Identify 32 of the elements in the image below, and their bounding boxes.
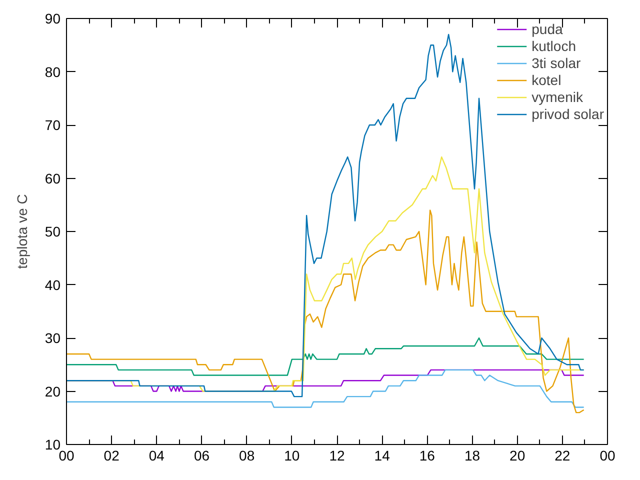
- x-tick-label: 18: [464, 448, 480, 464]
- x-tick-label: 10: [284, 448, 300, 464]
- y-tick-label: 40: [44, 276, 61, 293]
- y-tick-label: 30: [44, 330, 61, 346]
- y-tick-label: 90: [44, 10, 61, 26]
- legend-label: vymenik: [532, 89, 583, 105]
- y-tick-label: 70: [44, 117, 61, 133]
- y-tick-label: 50: [44, 224, 61, 240]
- x-tick-label: 00: [58, 448, 74, 464]
- x-tick-label: 16: [419, 448, 436, 464]
- y-tick-label: 20: [44, 383, 61, 400]
- x-tick-label: 02: [104, 448, 120, 464]
- legend-label: kotel: [532, 72, 562, 88]
- legend-label: privod solar: [532, 106, 604, 122]
- line-series: [66, 369, 584, 408]
- y-tick-label: 10: [44, 436, 61, 452]
- legend-label: kutloch: [532, 38, 576, 54]
- x-tick-label: 20: [510, 448, 526, 464]
- y-tick-label: 80: [44, 64, 61, 80]
- x-tick-label: 12: [329, 448, 345, 464]
- x-tick-label: 22: [554, 448, 570, 464]
- x-tick-label: 06: [194, 448, 210, 464]
- y-axis-title: teplota ve C: [14, 194, 30, 269]
- line-series: [66, 210, 584, 414]
- line-series: [66, 337, 584, 376]
- x-tick-label: 08: [239, 448, 255, 464]
- x-tick-label: 14: [374, 448, 390, 464]
- legend-label: 3ti solar: [532, 55, 581, 71]
- legend-label: puda: [532, 21, 563, 37]
- x-tick-label: 00: [600, 448, 616, 464]
- x-tick-label: 04: [148, 448, 165, 464]
- y-tick-label: 60: [44, 170, 61, 186]
